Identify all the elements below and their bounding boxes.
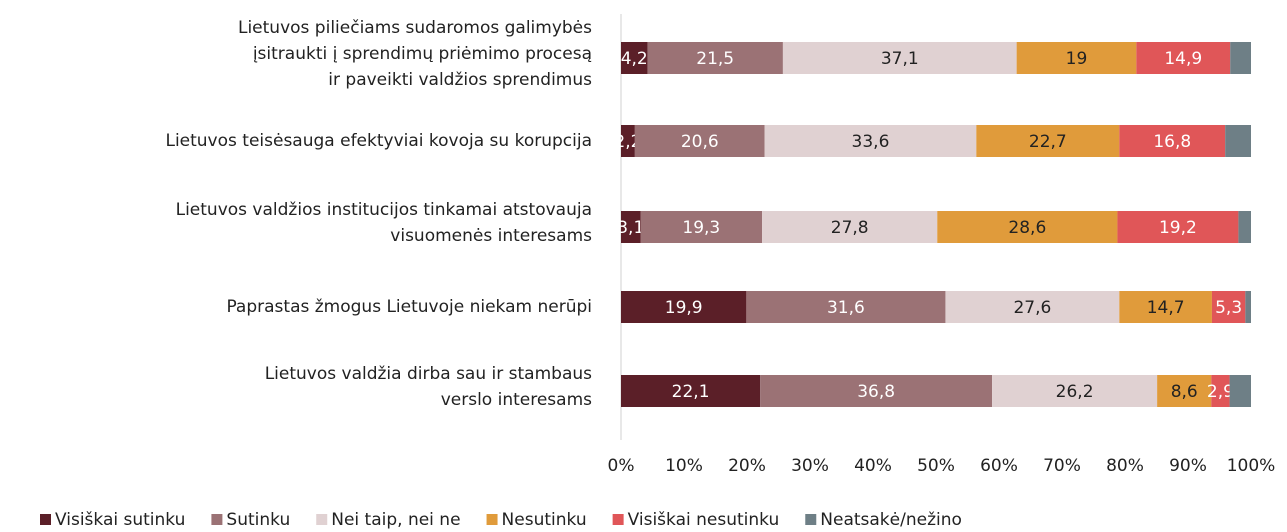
value-label: 3,1 [617,218,644,238]
x-tick-label: 0% [608,456,635,476]
x-tick-label: 50% [917,456,955,476]
value-label: 20,6 [681,132,719,152]
bar-segment [1245,291,1251,323]
legend-swatch [486,514,498,525]
legend-swatch [40,514,51,525]
category-label: Lietuvos teisėsauga efektyviai kovoja su… [165,131,592,151]
bar-segment [992,375,1158,407]
bar-segment [1136,42,1231,74]
x-tick-label: 60% [980,456,1018,476]
value-label: 28,6 [1008,218,1046,238]
category-label: Lietuvos valdžios institucijos tinkamai … [176,200,592,220]
value-label: 5,3 [1215,298,1242,318]
x-tick-label: 40% [854,456,892,476]
bar-segment [621,291,747,323]
bar-segment [621,211,641,243]
bar-segment [1225,125,1251,157]
value-label: 19,3 [682,218,720,238]
category-label: įsitraukti į sprendimų priėmimo procesą [253,44,592,64]
category-label: verslo interesams [441,390,592,410]
bar-segment [621,375,761,407]
legend-label: Sutinku [226,510,290,530]
bar-segment [945,291,1120,323]
bar-segment [937,211,1118,243]
bar-segment [1230,42,1251,74]
bar-segment [1119,125,1226,157]
value-label: 33,6 [852,132,890,152]
bar-segment [1229,375,1251,407]
value-label: 22,7 [1029,132,1067,152]
value-label: 36,8 [857,382,895,402]
value-label: 2,9 [1207,382,1234,402]
value-label: 14,9 [1164,49,1202,69]
legend-label: Nesutinku [502,510,587,530]
legend-label: Visiškai nesutinku [628,510,780,530]
value-label: 37,1 [881,49,919,69]
value-label: 2,2 [614,132,641,152]
value-label: 16,8 [1153,132,1191,152]
bar-segment [1117,211,1239,243]
bar-segment [764,125,977,157]
value-label: 22,1 [672,382,710,402]
bar-segment [1211,291,1246,323]
bar-segment [1119,291,1212,323]
value-label: 27,8 [831,218,869,238]
bar-segment [1016,42,1137,74]
value-label: 21,5 [696,49,734,69]
category-label: ir paveikti valdžios sprendimus [328,70,592,90]
bar-segment [1157,375,1212,407]
bar-segment [647,42,783,74]
x-tick-label: 70% [1043,456,1081,476]
legend-swatch [316,514,328,525]
category-label: Lietuvos valdžia dirba sau ir stambaus [265,364,592,384]
x-tick-label: 20% [728,456,766,476]
legend-label: Neatsakė/nežino [820,510,962,530]
category-label: Lietuvos piliečiams sudaromos galimybės [238,18,592,38]
x-tick-label: 10% [665,456,703,476]
legend-label: Nei taip, nei ne [331,510,460,530]
bar-segment [782,42,1017,74]
value-label: 26,2 [1056,382,1094,402]
legend-label: Visiškai sutinku [55,510,185,530]
bar-segment [621,125,635,157]
bar-segment [976,125,1120,157]
value-label: 31,6 [827,298,865,318]
value-label: 19 [1066,49,1088,69]
x-tick-label: 30% [791,456,829,476]
value-label: 27,6 [1013,298,1051,318]
bar-segment [1211,375,1230,407]
x-tick-label: 80% [1106,456,1144,476]
legend-swatch [612,514,624,525]
bar-segment [640,211,763,243]
bar-segment [1238,211,1251,243]
category-label: visuomenės interesams [390,226,592,246]
bar-segment [621,42,648,74]
legend-swatch [805,514,817,525]
bar-segment [760,375,993,407]
x-tick-label: 100% [1227,456,1276,476]
value-label: 19,2 [1159,218,1197,238]
bar-segment [762,211,938,243]
value-label: 4,2 [621,49,648,69]
bar-segment [746,291,946,323]
bar-segment [634,125,765,157]
value-label: 8,6 [1171,382,1198,402]
x-tick-label: 90% [1169,456,1207,476]
category-label: Paprastas žmogus Lietuvoje niekam nerūpi [226,297,592,317]
value-label: 14,7 [1147,298,1185,318]
legend-swatch [211,514,223,525]
value-label: 19,9 [665,298,703,318]
